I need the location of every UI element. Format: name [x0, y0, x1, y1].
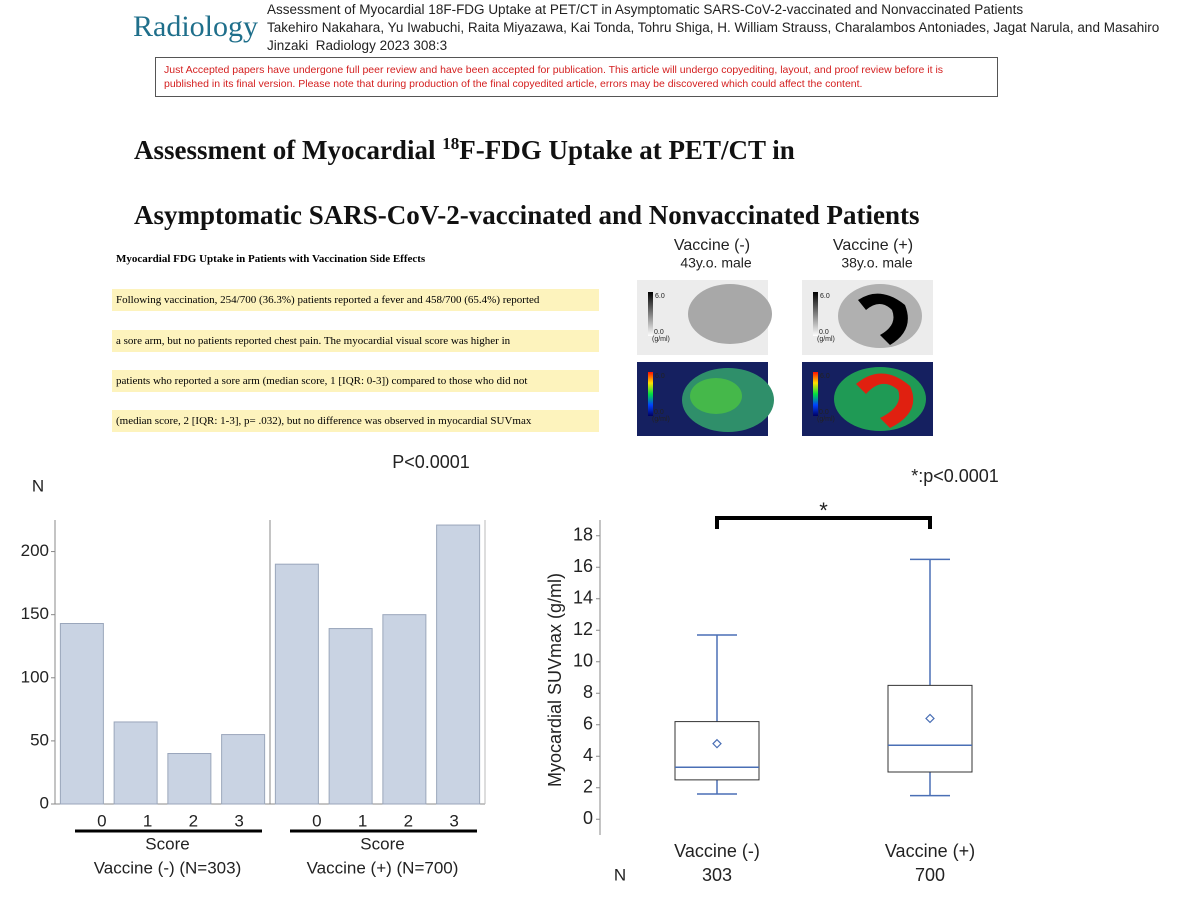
journal-logo: Radiology [133, 10, 258, 43]
x-tick-label: Vaccine (+) [885, 841, 975, 861]
x-tick-label: Vaccine (-) [674, 841, 760, 861]
scale-unit: (g/ml) [652, 336, 670, 343]
n-value: 303 [702, 865, 732, 885]
y-tick-label: 0 [583, 808, 593, 828]
colorbar [648, 292, 653, 336]
y-tick-label: 8 [583, 682, 593, 702]
y-tick-label: 6 [583, 714, 593, 734]
scale-min: 0.0 [654, 409, 664, 416]
x-tick-label: 3 [234, 811, 243, 830]
title-line: Asymptomatic SARS-CoV-2-vaccinated and N… [134, 200, 920, 230]
y-tick-label: 50 [30, 730, 49, 749]
y-tick-label: 200 [21, 541, 49, 560]
scale-min: 0.0 [819, 329, 829, 336]
colorbar [648, 372, 653, 416]
significance-mark: * [819, 498, 828, 523]
uptake-pet [856, 373, 914, 428]
scale-max: 6.0 [820, 293, 830, 300]
y-tick-label: 2 [583, 777, 593, 797]
y-axis-label: Myocardial SUVmax (g/ml) [545, 573, 565, 787]
excerpt-line: (median score, 2 [IQR: 1-3], p= .032), b… [112, 410, 599, 432]
scale-max: 6.0 [655, 373, 665, 380]
x-tick-label: 3 [449, 811, 458, 830]
x-tick-label: 1 [358, 811, 367, 830]
excerpt-line: a sore arm, but no patients reported che… [112, 330, 599, 352]
group-label: Vaccine (-) (N=303) [94, 858, 242, 877]
title-text: F-FDG Uptake at PET/CT in [459, 135, 795, 165]
box [887, 684, 973, 773]
bar [274, 563, 319, 805]
significance-bracket [715, 516, 932, 529]
title-sup: 18 [442, 134, 460, 153]
image-group: Vaccine (-) [674, 237, 750, 254]
y-tick-label: 150 [21, 604, 49, 623]
scale-max: 6.0 [655, 293, 665, 300]
y-tick-label: 18 [573, 525, 593, 545]
bar [59, 623, 104, 805]
annotation: P<0.0001 [392, 452, 470, 472]
authors-line: Takehiro Nakahara, Yu Iwabuchi, Raita Mi… [267, 19, 1197, 55]
colorbar [813, 292, 818, 336]
x-tick-label: 2 [404, 811, 413, 830]
citation-block: Assessment of Myocardial 18F-FDG Uptake … [267, 1, 1197, 55]
scale-min: 0.0 [654, 329, 664, 336]
bar [167, 753, 212, 805]
heart-gray [838, 284, 922, 348]
y-tick-label: 10 [573, 651, 593, 671]
scale-min: 0.0 [819, 409, 829, 416]
excerpt-heading: Myocardial FDG Uptake in Patients with V… [116, 253, 426, 265]
heart-pet [690, 378, 742, 414]
x-tick-label: 1 [143, 811, 152, 830]
y-axis-label: N [32, 476, 44, 495]
authors: Takehiro Nakahara, Yu Iwabuchi, Raita Mi… [267, 20, 1160, 53]
bar [221, 734, 266, 805]
x-axis-label: Score [360, 834, 404, 853]
mean [712, 738, 722, 749]
scale-unit: (g/ml) [817, 416, 835, 423]
article-title: Assessment of Myocardial 18F-FDG Uptake … [267, 2, 1024, 17]
box [674, 721, 760, 781]
annotation: *:p<0.0001 [911, 466, 999, 486]
x-axis-label: Score [145, 834, 189, 853]
y-tick-label: 16 [573, 556, 593, 576]
mean [925, 713, 935, 724]
x-tick-label: 0 [97, 811, 106, 830]
image-patient: 43y.o. male [680, 255, 752, 271]
bar [382, 614, 427, 805]
bar [328, 628, 373, 805]
scale-max: 6.0 [820, 373, 830, 380]
image-group: Vaccine (+) [833, 237, 913, 254]
y-tick-label: 0 [40, 793, 49, 812]
bar [113, 721, 158, 805]
y-tick-label: 14 [573, 588, 593, 608]
scale-unit: (g/ml) [817, 336, 835, 343]
excerpt-line: Following vaccination, 254/700 (36.3%) p… [112, 289, 599, 311]
x-tick-label: 0 [312, 811, 321, 830]
bar [436, 524, 481, 805]
notice: Just Accepted papers have undergone full… [155, 57, 998, 97]
colorbar [813, 372, 818, 416]
heart-gray [688, 284, 772, 344]
excerpt-line: patients who reported a sore arm (median… [112, 370, 599, 392]
title-line: Assessment of Myocardial 18F-FDG Uptake … [134, 134, 795, 166]
citation: Radiology 2023 308:3 [315, 38, 448, 53]
scale-unit: (g/ml) [652, 416, 670, 423]
y-tick-label: 12 [573, 619, 593, 639]
uptake-gray [858, 293, 908, 345]
n-label: N [614, 865, 626, 884]
group-label: Vaccine (+) (N=700) [307, 858, 459, 877]
pet-images [637, 280, 933, 436]
y-tick-label: 100 [21, 667, 49, 686]
title-text: Assessment of Myocardial [134, 135, 443, 165]
n-value: 700 [915, 865, 945, 885]
x-tick-label: 2 [189, 811, 198, 830]
image-patient: 38y.o. male [841, 255, 913, 271]
y-tick-label: 4 [583, 745, 593, 765]
